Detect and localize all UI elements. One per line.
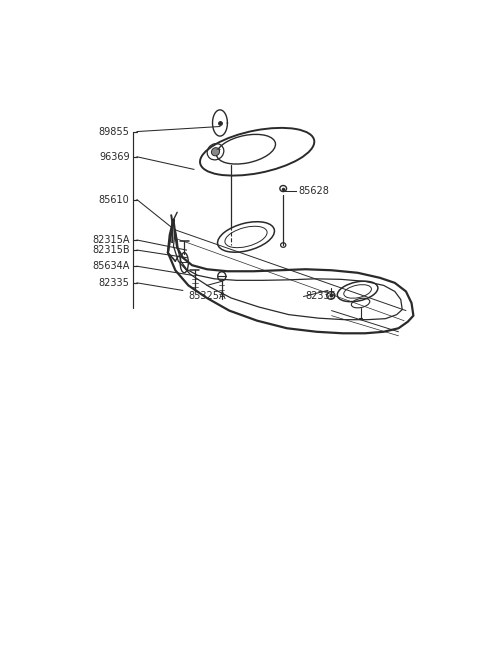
Text: 82335: 82335 bbox=[305, 291, 336, 301]
Text: -+: -+ bbox=[216, 147, 223, 152]
Text: 85628: 85628 bbox=[298, 185, 329, 196]
Text: 82315A: 82315A bbox=[92, 235, 130, 245]
Text: 85610: 85610 bbox=[99, 195, 130, 204]
Text: 82335: 82335 bbox=[99, 278, 130, 288]
Text: 89855: 89855 bbox=[99, 126, 130, 136]
Text: 96369: 96369 bbox=[99, 152, 130, 162]
Text: 85325A: 85325A bbox=[188, 291, 226, 301]
Text: 82315B: 82315B bbox=[92, 245, 130, 255]
Ellipse shape bbox=[211, 147, 219, 156]
Text: 85634A: 85634A bbox=[92, 261, 130, 271]
